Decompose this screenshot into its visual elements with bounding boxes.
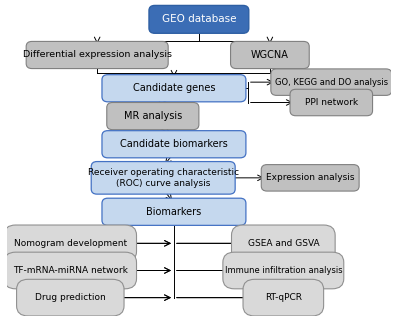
Text: Nomogram development: Nomogram development xyxy=(14,239,127,248)
Text: GO, KEGG and DO analysis: GO, KEGG and DO analysis xyxy=(275,78,388,87)
Text: Biomarkers: Biomarkers xyxy=(146,207,202,217)
FancyBboxPatch shape xyxy=(4,225,136,262)
Text: GSEA and GSVA: GSEA and GSVA xyxy=(248,239,319,248)
FancyBboxPatch shape xyxy=(102,131,246,158)
FancyBboxPatch shape xyxy=(107,102,199,130)
Text: Receiver operating characteristic
(ROC) curve analysis: Receiver operating characteristic (ROC) … xyxy=(88,168,239,188)
Text: MR analysis: MR analysis xyxy=(124,111,182,121)
FancyBboxPatch shape xyxy=(26,42,168,68)
FancyBboxPatch shape xyxy=(91,162,235,194)
FancyBboxPatch shape xyxy=(102,198,246,225)
Text: Candidate genes: Candidate genes xyxy=(133,83,215,93)
FancyBboxPatch shape xyxy=(223,252,344,289)
FancyBboxPatch shape xyxy=(16,279,124,316)
Text: Differential expression analysis: Differential expression analysis xyxy=(23,50,172,60)
Text: GEO database: GEO database xyxy=(162,14,236,24)
FancyBboxPatch shape xyxy=(102,75,246,102)
FancyBboxPatch shape xyxy=(290,89,372,116)
FancyBboxPatch shape xyxy=(149,5,249,33)
FancyBboxPatch shape xyxy=(243,279,324,316)
Text: TF-mRNA-miRNA network: TF-mRNA-miRNA network xyxy=(13,266,128,275)
Text: Immune infiltration analysis: Immune infiltration analysis xyxy=(224,266,342,275)
Text: Candidate biomarkers: Candidate biomarkers xyxy=(120,139,228,149)
Text: Expression analysis: Expression analysis xyxy=(266,173,354,182)
FancyBboxPatch shape xyxy=(230,42,309,68)
FancyBboxPatch shape xyxy=(271,69,392,95)
FancyBboxPatch shape xyxy=(261,165,359,191)
Text: WGCNA: WGCNA xyxy=(251,50,289,60)
Text: PPI network: PPI network xyxy=(305,98,358,107)
Text: Drug prediction: Drug prediction xyxy=(35,293,106,302)
FancyBboxPatch shape xyxy=(232,225,335,262)
Text: RT-qPCR: RT-qPCR xyxy=(265,293,302,302)
FancyBboxPatch shape xyxy=(4,252,136,289)
